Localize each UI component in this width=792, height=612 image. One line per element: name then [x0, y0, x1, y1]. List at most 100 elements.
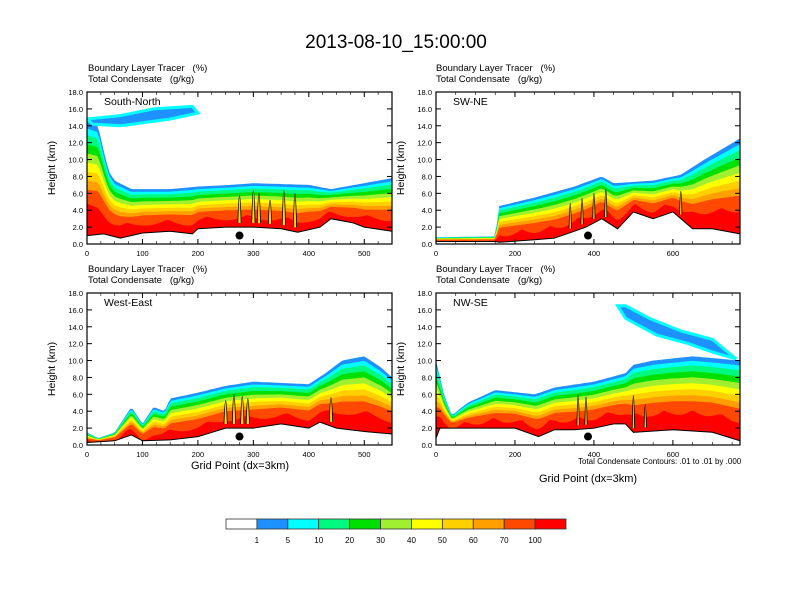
x-tick-label: 400 — [303, 249, 316, 258]
condensate-contour — [592, 193, 596, 219]
location-marker — [584, 231, 592, 240]
y-tick-label: 4.0 — [73, 206, 83, 215]
colorbar-swatch — [225, 518, 258, 530]
colorbar-label: 60 — [469, 536, 478, 545]
terrain-line — [436, 211, 740, 243]
y-tick-label: 18.0 — [417, 88, 432, 97]
condensate-contour — [584, 396, 588, 425]
y-tick-label: 6.0 — [422, 390, 432, 399]
y-tick-label: 16.0 — [68, 306, 83, 315]
y-axis-label: Height (km) — [46, 141, 58, 195]
y-tick-label: 2.0 — [73, 424, 83, 433]
condensate-contour — [251, 189, 256, 223]
panel-south-north: 0.0 2.0 4.0 6.0 8.0 10.0 12.0 14.0 16.0 18.0 0 100 2… — [46, 88, 393, 258]
y-tick-label: 12.0 — [417, 139, 432, 148]
y-tick-label: 4.0 — [422, 206, 432, 215]
location-marker — [235, 231, 244, 240]
x-tick-label: 400 — [303, 450, 316, 459]
colorbar-label: 10 — [314, 536, 323, 545]
condensate-contour — [245, 398, 250, 424]
y-tick-label: 2.0 — [422, 424, 432, 433]
condensate-contour — [679, 190, 683, 215]
colorbar-swatch — [441, 518, 474, 530]
colorbar-swatch — [287, 518, 320, 530]
x-tick-label: 200 — [509, 450, 522, 459]
location-marker — [235, 432, 244, 441]
panel-subtitle-south-north: Boundary Layer Tracer (%) Total Condensa… — [88, 63, 207, 85]
y-tick-label: 8.0 — [73, 373, 83, 382]
panel-label: SW-NE — [453, 96, 488, 108]
x-tick-label: 600 — [667, 450, 680, 459]
y-tick-label: 16.0 — [68, 105, 83, 114]
condensate-contour — [328, 397, 334, 422]
x-tick-label: 400 — [588, 249, 601, 258]
condensate-contour — [237, 195, 242, 223]
colorbar-label: 1 — [255, 536, 260, 545]
y-tick-label: 0.0 — [73, 240, 83, 249]
y-tick-label: 10.0 — [68, 156, 83, 165]
panel-label: West-East — [104, 297, 152, 309]
condensate-contour — [576, 394, 580, 426]
colorbar-swatch — [349, 518, 381, 530]
terrain-line — [87, 421, 392, 443]
condensate-contour — [568, 203, 572, 229]
panel-west-east: 0.0 2.0 4.0 6.0 8.0 10.0 12.0 14.0 16.0 18.0 0 100 2… — [46, 289, 393, 459]
x-tick-label: 300 — [247, 450, 260, 459]
subtitle-tracer: Boundary Layer Tracer (%) — [436, 63, 556, 74]
panel-subtitle-west-east: Boundary Layer Tracer (%) Total Condensa… — [88, 264, 207, 286]
x-tick-label: 0 — [85, 249, 89, 258]
y-axis-label: Height (km) — [46, 342, 58, 396]
x-tick-label: 600 — [667, 249, 680, 258]
colorbar-label: 5 — [286, 536, 291, 545]
plot-area — [436, 304, 740, 445]
x-tick-label: 0 — [434, 249, 438, 258]
y-tick-label: 2.0 — [422, 223, 432, 232]
terrain-ground — [436, 211, 740, 244]
y-tick-label: 0.0 — [73, 441, 83, 450]
y-tick-label: 18.0 — [417, 289, 432, 298]
condensate-contour — [580, 198, 584, 225]
panel-label: NW-SE — [453, 297, 488, 309]
x-tick-label: 0 — [434, 450, 438, 459]
colorbar: 1 5 10 20 30 40 50 60 70 100 — [225, 518, 567, 545]
y-tick-label: 12.0 — [417, 340, 432, 349]
colorbar-label: 30 — [376, 536, 385, 545]
terrain-line — [87, 218, 392, 239]
plot-area — [87, 104, 392, 244]
y-tick-label: 16.0 — [417, 105, 432, 114]
y-tick-label: 8.0 — [73, 172, 83, 181]
colorbar-label: 40 — [407, 536, 416, 545]
subtitle-condensate: Total Condensate (g/kg) — [88, 74, 195, 85]
terrain-line — [436, 423, 740, 442]
location-marker — [584, 432, 592, 441]
y-tick-label: 18.0 — [68, 88, 83, 97]
subtitle-tracer: Boundary Layer Tracer (%) — [88, 264, 208, 275]
plot-frame — [435, 292, 741, 446]
y-tick-label: 12.0 — [68, 139, 83, 148]
panel-nw-se: 0.0 2.0 4.0 6.0 8.0 10.0 12.0 14.0 16.0 18.0 0 200 4… — [395, 289, 741, 459]
x-axis-label-west-east: Grid Point (dx=3km) — [190, 460, 290, 472]
colorbar-swatch — [411, 518, 443, 530]
x-tick-label: 200 — [509, 249, 522, 258]
colorbar-label: 100 — [528, 536, 542, 545]
y-tick-label: 12.0 — [68, 340, 83, 349]
x-tick-label: 400 — [588, 450, 601, 459]
condensate-contour — [240, 396, 245, 424]
subtitle-condensate: Total Condensate (g/kg) — [436, 275, 543, 286]
y-tick-label: 8.0 — [422, 172, 432, 181]
upper-cloud — [614, 304, 738, 361]
panel-label: South-North — [104, 96, 161, 108]
upper-cloud — [87, 104, 201, 128]
y-tick-label: 14.0 — [417, 323, 432, 332]
y-axis-label: Height (km) — [395, 342, 407, 396]
y-tick-label: 0.0 — [422, 240, 432, 249]
panel-subtitle-nw-se: Boundary Layer Tracer (%) Total Condensa… — [436, 264, 555, 286]
condensate-contour — [267, 200, 273, 224]
y-tick-label: 10.0 — [417, 156, 432, 165]
condensate-contour — [281, 189, 286, 226]
figure-title: 2013-08-10_15:00:00 — [305, 32, 487, 53]
condensate-contour — [604, 189, 608, 217]
subtitle-condensate: Total Condensate (g/kg) — [436, 74, 543, 85]
y-tick-label: 8.0 — [422, 373, 432, 382]
